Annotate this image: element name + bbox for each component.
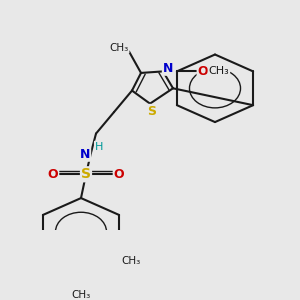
Text: O: O — [48, 168, 58, 181]
Text: CH₃: CH₃ — [71, 290, 91, 300]
Text: S: S — [148, 105, 157, 118]
Text: O: O — [198, 65, 208, 78]
Text: N: N — [80, 148, 90, 161]
Text: O: O — [114, 168, 124, 181]
Text: CH₃: CH₃ — [208, 66, 229, 76]
Text: CH₃: CH₃ — [122, 256, 141, 266]
Text: N: N — [163, 62, 173, 75]
Text: S: S — [81, 167, 91, 181]
Text: CH₃: CH₃ — [110, 43, 129, 52]
Text: H: H — [95, 142, 103, 152]
